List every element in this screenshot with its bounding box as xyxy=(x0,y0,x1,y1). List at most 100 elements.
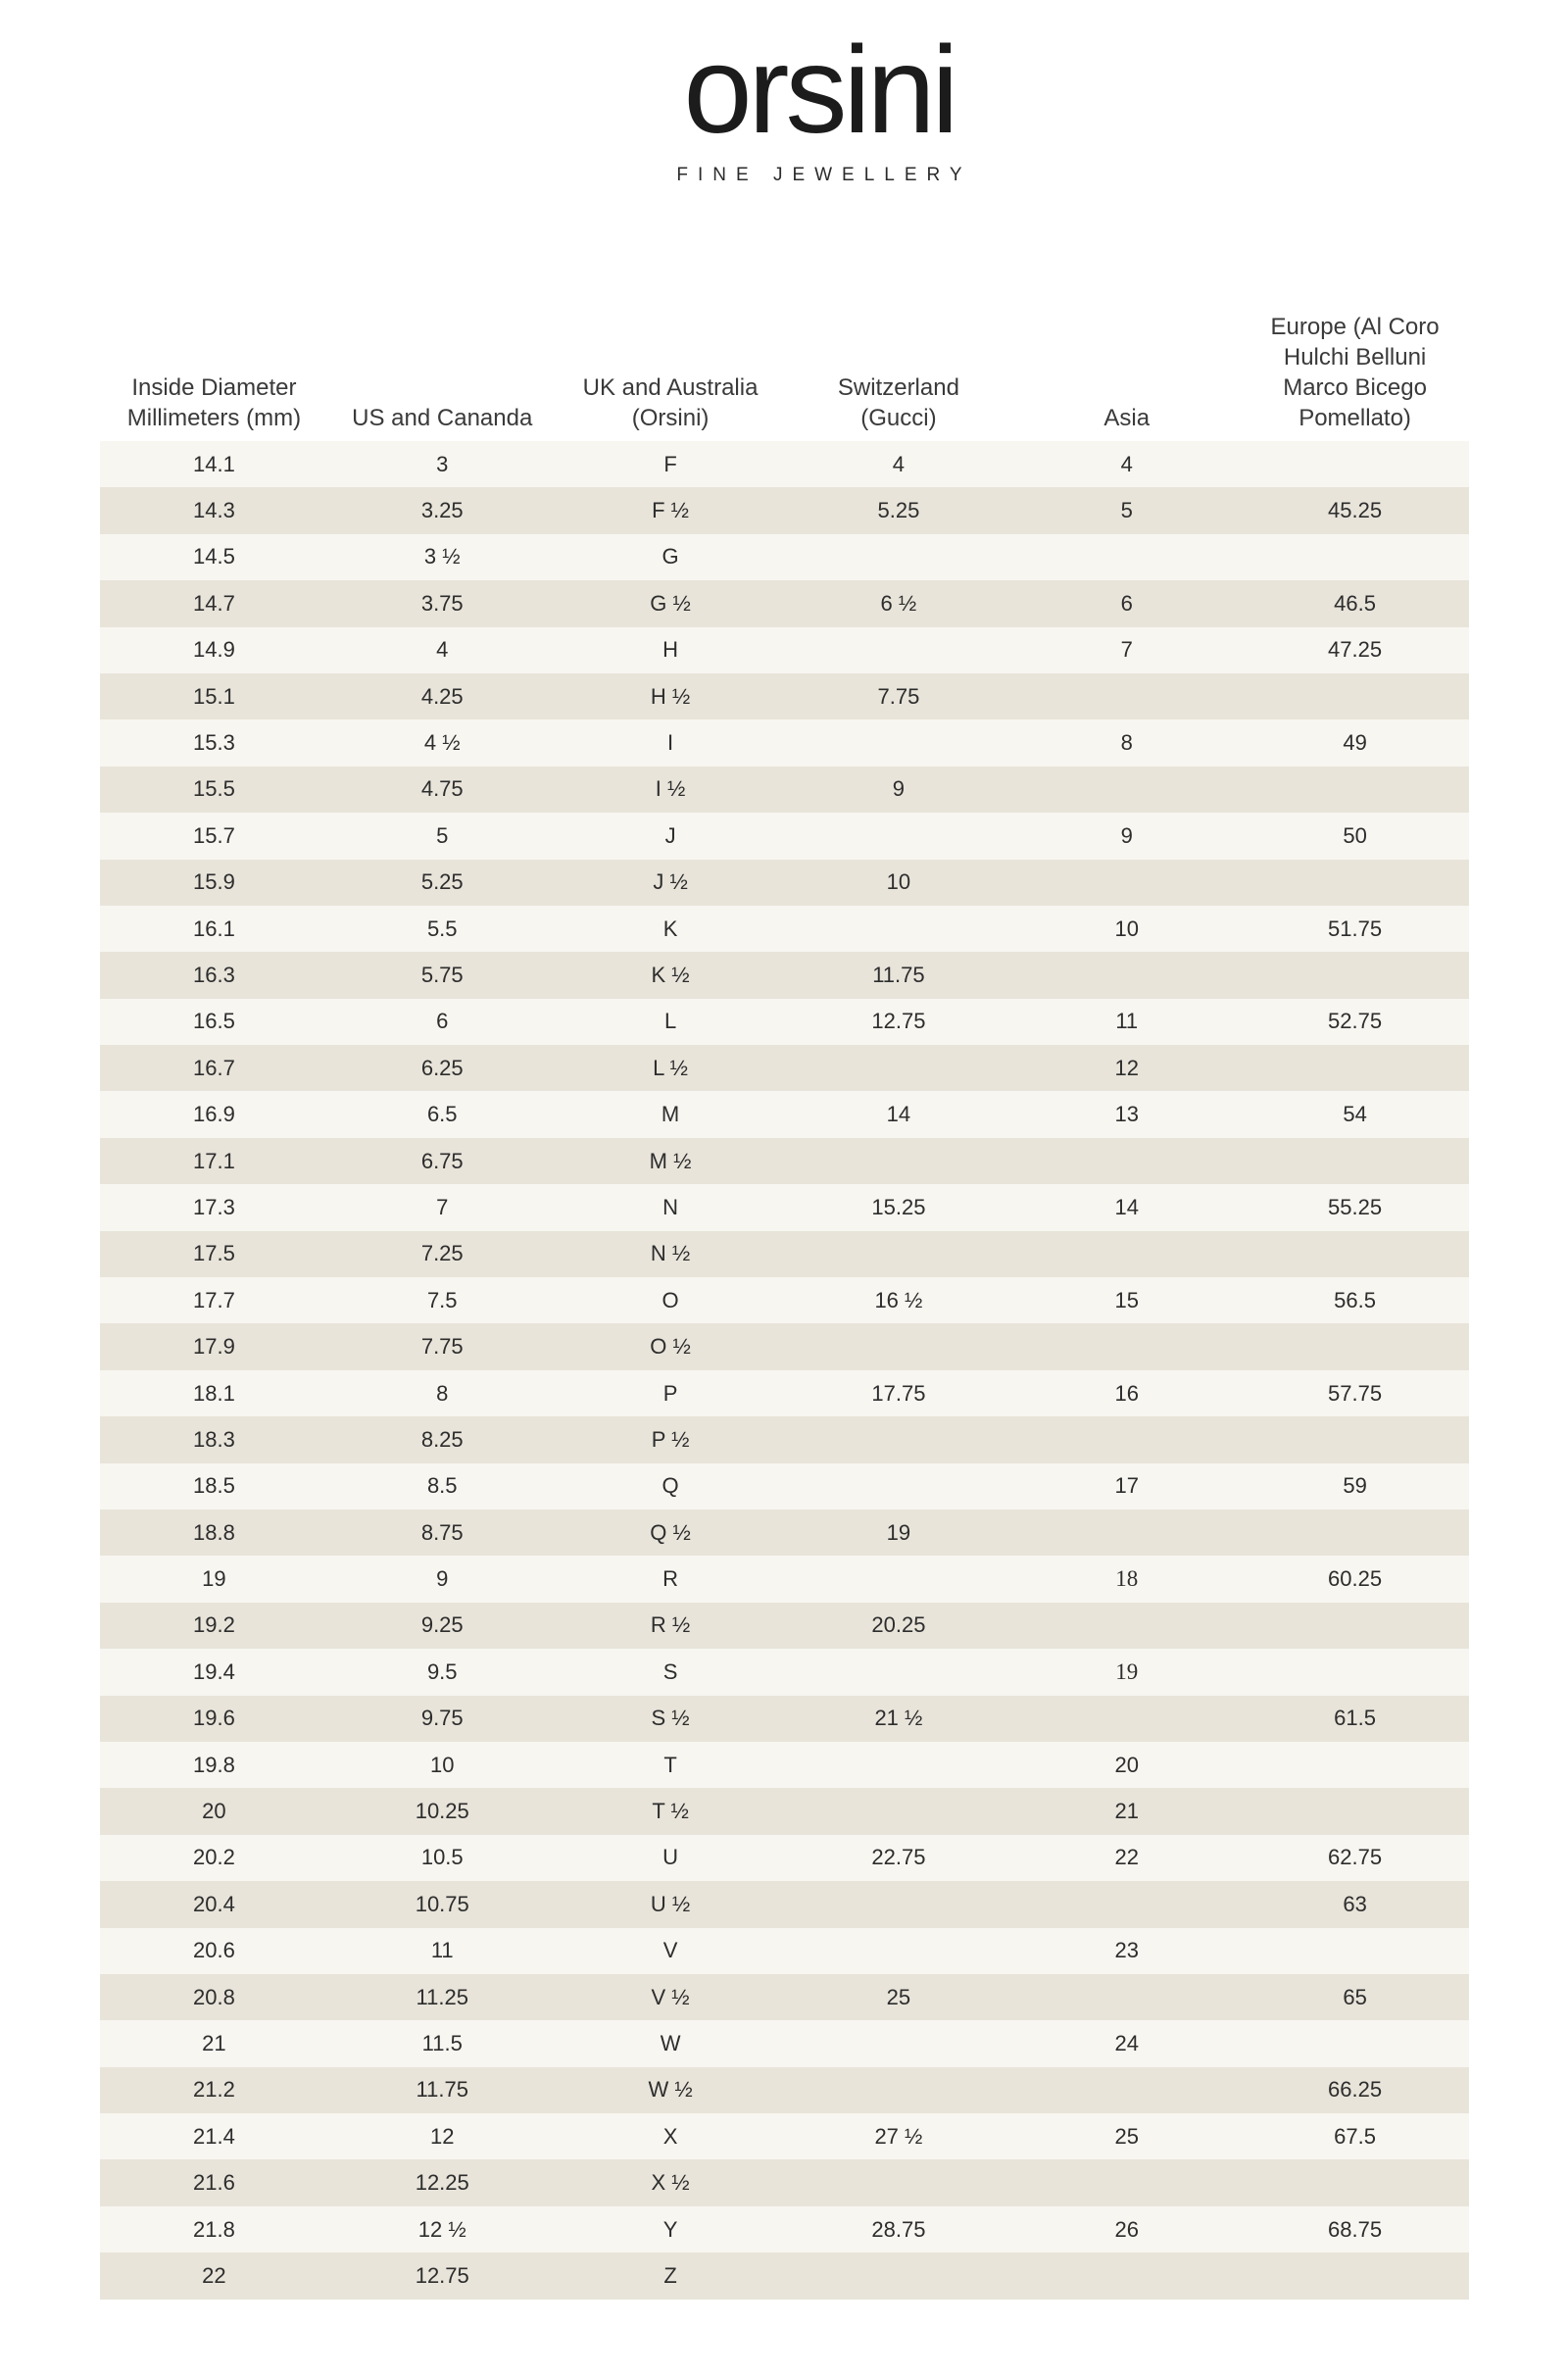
table-cell: F xyxy=(663,451,677,476)
table-cell: 11.75 xyxy=(416,2077,468,2103)
table-cell: 12.25 xyxy=(415,2170,469,2196)
table-row: 20.8 11.25 V ½ 25 65 xyxy=(100,1973,1469,2021)
table-cell: I ½ xyxy=(655,776,686,802)
table-cell: K xyxy=(662,916,678,941)
ring-size-chart: Inside Diameter Millimeters (mm) US and … xyxy=(100,294,1469,2300)
table-cell: 14.3 xyxy=(193,498,235,523)
table-cell: 19.4 xyxy=(193,1658,235,1684)
table-cell: 19.2 xyxy=(193,1612,235,1638)
column-header-asia: Asia xyxy=(1103,405,1151,431)
table-cell: 9.5 xyxy=(426,1658,458,1684)
table-cell: 21.8 xyxy=(193,2216,235,2242)
table-cell: 17.5 xyxy=(193,1241,235,1266)
table-cell: 61.5 xyxy=(1334,1706,1376,1731)
table-row: 14.7 3.75 G ½ 6 ½ 6 46.5 xyxy=(100,580,1469,627)
table-cell: 16 xyxy=(1114,1380,1139,1406)
table-cell: 10 xyxy=(1114,916,1139,941)
table-cell: 20 xyxy=(202,1799,226,1824)
table-row: 21.4 12 X 27 ½ 25 67.5 xyxy=(100,2113,1469,2160)
table-cell: 24 xyxy=(1114,2030,1139,2055)
table-cell: 7 xyxy=(436,1194,449,1219)
table-cell: X xyxy=(662,2123,678,2149)
table-row: 20 10.25 T ½ 21 xyxy=(100,1788,1469,1835)
table-cell: 15.7 xyxy=(193,822,235,848)
table-cell: L ½ xyxy=(653,1055,689,1080)
table-cell: 11.75 xyxy=(872,962,925,987)
table-cell: 17.1 xyxy=(193,1148,235,1173)
table-cell: 5.75 xyxy=(420,962,464,987)
column-header-uk-australia: UK and Australia (Orsini) xyxy=(582,374,759,431)
column-header-europe: Europe (Al Coro Hulchi Belluni Marco Bic… xyxy=(1270,314,1440,431)
table-cell: 4.25 xyxy=(420,683,464,709)
table-cell: Z xyxy=(663,2262,677,2288)
table-cell: 67.5 xyxy=(1334,2123,1376,2149)
table-cell: W xyxy=(660,2030,681,2055)
table-cell: 65 xyxy=(1343,1984,1367,2009)
table-cell: 56.5 xyxy=(1334,1287,1376,1312)
table-cell: L xyxy=(663,1009,677,1034)
table-row: 15.9 5.25 J ½ 10 xyxy=(100,859,1469,906)
table-row: 16.7 6.25 L ½ 12 xyxy=(100,1045,1469,1092)
table-cell: 66.25 xyxy=(1328,2077,1383,2103)
table-cell: 51.75 xyxy=(1328,916,1383,941)
table-cell: 20.2 xyxy=(193,1845,235,1870)
table-cell: 7.5 xyxy=(426,1287,458,1312)
table-cell: G xyxy=(662,544,679,569)
table-cell: 9 xyxy=(1120,822,1133,848)
table-cell: 5.25 xyxy=(420,869,464,895)
table-cell: 15.1 xyxy=(193,683,235,709)
table-cell: 7.75 xyxy=(420,1334,464,1360)
table-cell: 10.5 xyxy=(420,1845,464,1870)
table-cell: 68.75 xyxy=(1328,2216,1383,2242)
table-cell: 21 ½ xyxy=(874,1706,923,1731)
table-cell: 12 xyxy=(1114,1055,1139,1080)
table-cell: F ½ xyxy=(652,498,690,523)
table-cell: 14.9 xyxy=(193,637,235,663)
table-cell: 4 xyxy=(1120,451,1133,476)
table-cell: T ½ xyxy=(652,1799,689,1824)
table-cell: 11 xyxy=(430,1938,454,1963)
table-row: 17.1 6.75 M ½ xyxy=(100,1137,1469,1185)
table-cell: 17.3 xyxy=(193,1194,235,1219)
table-cell: 20.8 xyxy=(193,1984,235,2009)
table-cell: 21.4 xyxy=(193,2123,235,2149)
table-cell: 18.5 xyxy=(193,1473,235,1499)
table-cell: 49 xyxy=(1343,730,1367,756)
table-cell: 16.1 xyxy=(193,916,235,941)
table-cell: 50 xyxy=(1343,822,1367,848)
table-row: 22 12.75 Z xyxy=(100,2252,1469,2300)
table-cell: I xyxy=(667,730,674,756)
table-cell: 19.8 xyxy=(193,1752,235,1777)
table-cell: 14.7 xyxy=(193,590,235,616)
table-row: 17.7 7.5 O 16 ½ 15 56.5 xyxy=(100,1277,1469,1324)
table-cell: 16 ½ xyxy=(874,1287,923,1312)
table-row: 16.5 6 L 12.75 11 52.75 xyxy=(100,998,1469,1046)
table-cell: 17.75 xyxy=(871,1380,926,1406)
table-cell: 16.5 xyxy=(193,1009,235,1034)
table-cell: 14.1 xyxy=(193,451,235,476)
table-row: 20.2 10.5 U 22.75 22 62.75 xyxy=(100,1834,1469,1882)
brand-tagline: FINE JEWELLERY xyxy=(676,165,972,186)
table-cell: 8 xyxy=(436,1380,449,1406)
table-cell: H xyxy=(662,637,679,663)
table-cell: J xyxy=(664,822,676,848)
brand-header: orsini FINE JEWELLERY xyxy=(35,0,1568,186)
table-cell: 3 ½ xyxy=(423,544,461,569)
table-cell: S ½ xyxy=(651,1706,690,1731)
table-cell: 54 xyxy=(1343,1102,1367,1127)
table-row: 19.6 9.75 S ½ 21 ½ 61.5 xyxy=(100,1695,1469,1742)
table-row: 14.9 4 H 7 47.25 xyxy=(100,626,1469,673)
table-cell: P xyxy=(662,1380,678,1406)
table-cell: J ½ xyxy=(653,869,688,895)
table-cell: 10 xyxy=(886,869,911,895)
table-row: 20.6 11 V 23 xyxy=(100,1927,1469,1974)
table-row: 14.3 3.25 F ½ 5.25 5 45.25 xyxy=(100,487,1469,534)
table-cell: 15.25 xyxy=(871,1194,926,1219)
table-cell: 4.75 xyxy=(420,776,464,802)
table-cell: 52.75 xyxy=(1328,1009,1383,1034)
table-cell: 10.75 xyxy=(415,1891,469,1916)
table-cell: 5 xyxy=(1120,498,1133,523)
table-row: 15.3 4 ½ I 8 49 xyxy=(100,719,1469,767)
table-row: 20.4 10.75 U ½ 63 xyxy=(100,1881,1469,1928)
table-cell: G ½ xyxy=(650,590,691,616)
